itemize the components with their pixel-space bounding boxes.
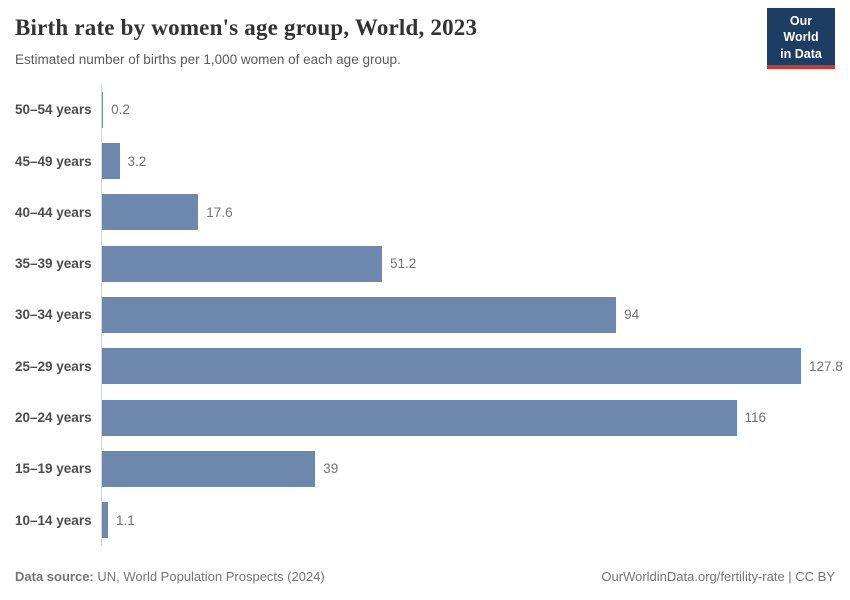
- chart-row: 20–24 years 116: [15, 391, 835, 444]
- owid-logo: Our World in Data: [767, 8, 835, 69]
- chart-row: 15–19 years 39: [15, 443, 835, 495]
- category-label: 15–19 years: [15, 461, 92, 477]
- bar-cell: 127.8: [101, 340, 843, 392]
- data-source-value: UN, World Population Prospects (2024): [93, 569, 325, 584]
- chart-subtitle: Estimated number of births per 1,000 wom…: [15, 51, 401, 67]
- bar-cell: 116: [101, 391, 835, 444]
- value-label: 116: [744, 410, 767, 426]
- chart-row: 10–14 years 1.1: [15, 494, 835, 546]
- chart-rows: 50–54 years 0.2 45–49 years 3.2 40–44 years 1…: [15, 84, 843, 546]
- bar-chart: 50–54 years 0.2 45–49 years 3.2 40–44 years 1…: [15, 84, 843, 546]
- chart-row: 30–34 years 94: [15, 289, 835, 341]
- bar[interactable]: [102, 399, 737, 436]
- bar[interactable]: [102, 348, 801, 385]
- value-label: 94: [624, 307, 640, 323]
- chart-row: 50–54 years 0.2: [15, 84, 835, 136]
- value-label: 3.2: [127, 153, 147, 169]
- bar[interactable]: [102, 143, 120, 180]
- data-source: Data source: UN, World Population Prospe…: [15, 569, 325, 584]
- bar[interactable]: [102, 194, 199, 231]
- category-label: 50–54 years: [15, 102, 92, 118]
- owid-logo-line1: Our World: [783, 14, 819, 45]
- bar[interactable]: [102, 502, 108, 539]
- category-label: 40–44 years: [15, 204, 92, 220]
- category-label: 10–14 years: [15, 512, 92, 528]
- chart-row: 40–44 years 17.6: [15, 186, 835, 239]
- value-label: 51.2: [390, 256, 417, 272]
- chart-row: 45–49 years 3.2: [15, 135, 835, 187]
- bar[interactable]: [102, 450, 316, 487]
- bar-cell: 17.6: [101, 186, 835, 239]
- bar[interactable]: [102, 91, 104, 128]
- value-label: 127.8: [809, 358, 843, 374]
- owid-logo-line2: in Data: [780, 46, 822, 61]
- value-label: 1.1: [116, 512, 135, 528]
- value-label: 17.6: [206, 204, 233, 220]
- chart-row: 25–29 years 127.8: [15, 340, 843, 392]
- bar-cell: 39: [101, 443, 835, 495]
- bar-cell: 1.1: [101, 494, 835, 546]
- data-source-label: Data source:: [15, 569, 94, 584]
- chart-header: Birth rate by women's age group, World, …: [0, 0, 850, 68]
- category-label: 35–39 years: [15, 256, 92, 272]
- chart-row: 35–39 years 51.2: [15, 238, 835, 290]
- bar[interactable]: [102, 245, 382, 282]
- category-label: 30–34 years: [15, 307, 92, 323]
- category-label: 25–29 years: [15, 358, 92, 374]
- bar-cell: 94: [101, 289, 835, 341]
- bar[interactable]: [102, 296, 617, 333]
- category-label: 45–49 years: [15, 153, 92, 169]
- chart-title: Birth rate by women's age group, World, …: [15, 15, 478, 40]
- bar-cell: 0.2: [101, 84, 835, 136]
- license-note: OurWorldinData.org/fertility-rate | CC B…: [601, 569, 835, 584]
- bar-cell: 51.2: [101, 238, 835, 290]
- category-label: 20–24 years: [15, 410, 92, 426]
- value-label: 0.2: [111, 102, 130, 118]
- bar-cell: 3.2: [101, 135, 835, 187]
- value-label: 39: [323, 461, 339, 477]
- chart-footer: Data source: UN, World Population Prospe…: [15, 569, 835, 584]
